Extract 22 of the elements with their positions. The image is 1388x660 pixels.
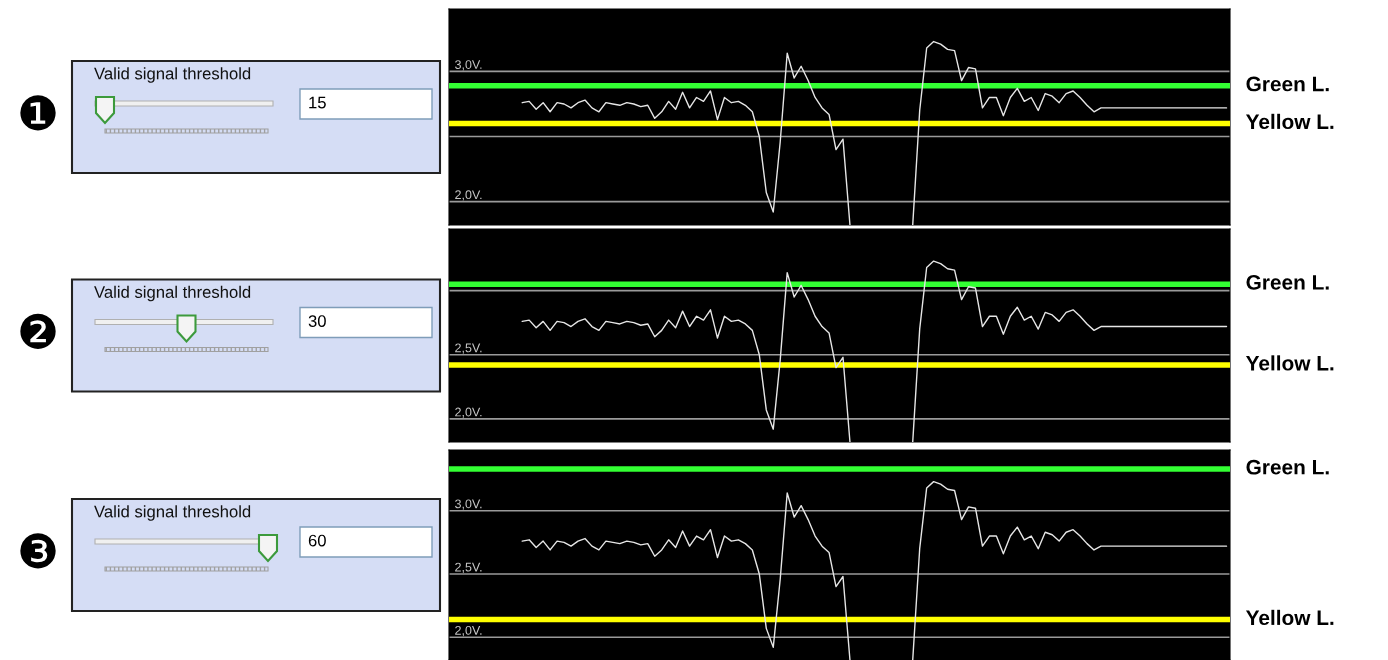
text: ❸ xyxy=(20,533,56,569)
text: 15 xyxy=(309,96,326,109)
y-tick-label: 2,5V. xyxy=(455,562,482,573)
ref-line-label: Green L. xyxy=(1246,275,1329,290)
y-tick-label: 3,0V. xyxy=(455,60,482,71)
y-tick-label: 3,0V. xyxy=(455,499,482,510)
text: Valid signal threshold xyxy=(94,67,251,83)
y-tick-label: 2,0V. xyxy=(455,625,482,637)
text: ❶ xyxy=(20,95,56,131)
y-tick-label: 2,0V. xyxy=(455,190,482,201)
y-tick-label: 2,5V. xyxy=(455,343,482,354)
text: Valid signal threshold xyxy=(94,505,251,521)
ref-line-label: Yellow L. xyxy=(1245,355,1334,371)
text: 60 xyxy=(308,534,326,547)
ref-line-label: Yellow L. xyxy=(1245,609,1334,626)
ref-line-label: Green L. xyxy=(1246,76,1329,92)
text: ❷ xyxy=(20,313,56,349)
y-tick-label: 2,0V. xyxy=(455,407,482,418)
ref-line-label: Yellow L. xyxy=(1245,113,1334,130)
ref-line-label: Green L. xyxy=(1246,459,1329,475)
text: Valid signal threshold xyxy=(94,285,251,302)
text: 30 xyxy=(308,315,326,327)
